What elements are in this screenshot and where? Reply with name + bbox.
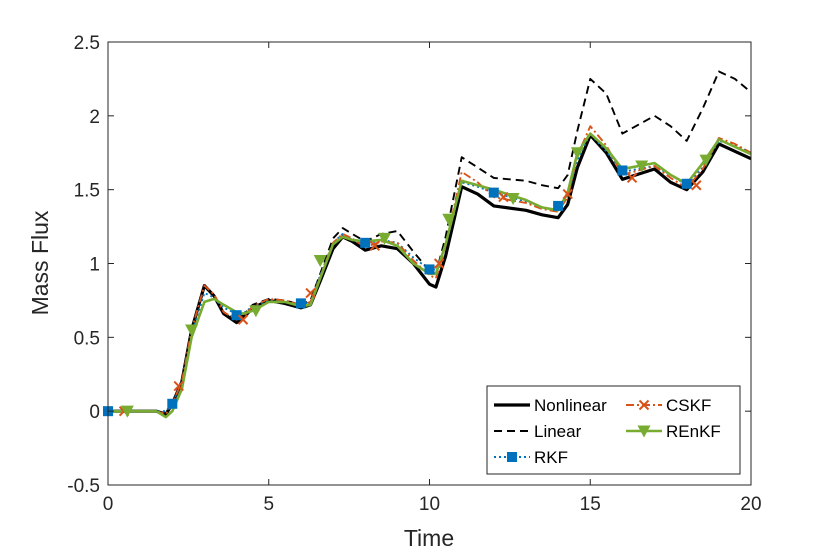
y-tick-label: 0 [89, 402, 100, 423]
x-tick-label: 20 [740, 494, 761, 515]
legend-label-linear: Linear [534, 422, 582, 441]
series-marker-cskf [173, 380, 184, 392]
series-marker-rkf [617, 165, 628, 176]
series-marker-cskf [305, 287, 316, 299]
series-marker-renkf [249, 305, 263, 318]
series-marker-renkf [570, 147, 584, 160]
x-tick-label: 15 [580, 494, 601, 515]
y-tick-label: 1 [89, 255, 100, 276]
series-marker-cskf [498, 191, 509, 203]
series-marker-cskf [433, 258, 445, 269]
x-tick-label: 10 [419, 494, 440, 515]
series-marker-rkf [167, 398, 178, 409]
series-line-renkf [108, 132, 752, 419]
series-marker-renkf [120, 405, 134, 418]
series-marker-rkf [231, 310, 242, 321]
series-marker-renkf [506, 193, 520, 206]
series-marker-renkf [699, 154, 713, 167]
legend-label-nonlinear: Nonlinear [534, 396, 607, 415]
series-marker-renkf [635, 160, 649, 173]
series-marker-cskf [562, 188, 573, 200]
series-marker-renkf [442, 213, 456, 226]
y-axis-label: Mass Flux [27, 210, 53, 315]
series-marker-rkf [553, 200, 564, 211]
series-marker-rkf [681, 178, 692, 189]
series-marker-renkf [185, 324, 199, 337]
legend-label-rkf: RKF [534, 448, 568, 467]
legend-marker-renkf [637, 425, 651, 438]
series-marker-cskf [691, 180, 702, 191]
series-marker-rkf [295, 298, 306, 309]
x-tick-label: 0 [103, 494, 114, 515]
series-marker-cskf [237, 314, 249, 325]
legend-label-renkf: REnKF [666, 422, 721, 441]
series-marker-renkf [313, 255, 327, 268]
y-tick-label: -0.5 [67, 476, 100, 497]
x-axis-label: Time [404, 525, 454, 551]
y-tick-label: 1.5 [74, 181, 100, 202]
series-marker-cskf [369, 240, 381, 251]
legend: Nonlinear Linear RKF CSKF REnKF [486, 385, 741, 475]
marker-layer [103, 147, 713, 418]
series-marker-rkf [488, 187, 499, 198]
series-marker-renkf [377, 232, 391, 245]
y-tick-label: 0.5 [74, 328, 100, 349]
legend-marker-rkf [507, 452, 517, 462]
y-tick-label: 2 [89, 107, 100, 128]
series-line-rkf [108, 132, 752, 413]
series-marker-rkf [360, 237, 371, 248]
legend-marker-cskf [638, 399, 650, 411]
y-tick-label: 2.5 [74, 33, 100, 54]
legend-box [486, 385, 741, 475]
series-marker-rkf [424, 264, 435, 275]
x-tick-label: 5 [263, 494, 274, 515]
series-marker-cskf [626, 172, 638, 184]
series-line-cskf [108, 125, 752, 416]
tick-layer: 0 5 10 15 20-0.500.511.522.5 [67, 33, 761, 515]
legend-label-cskf: CSKF [666, 396, 711, 415]
